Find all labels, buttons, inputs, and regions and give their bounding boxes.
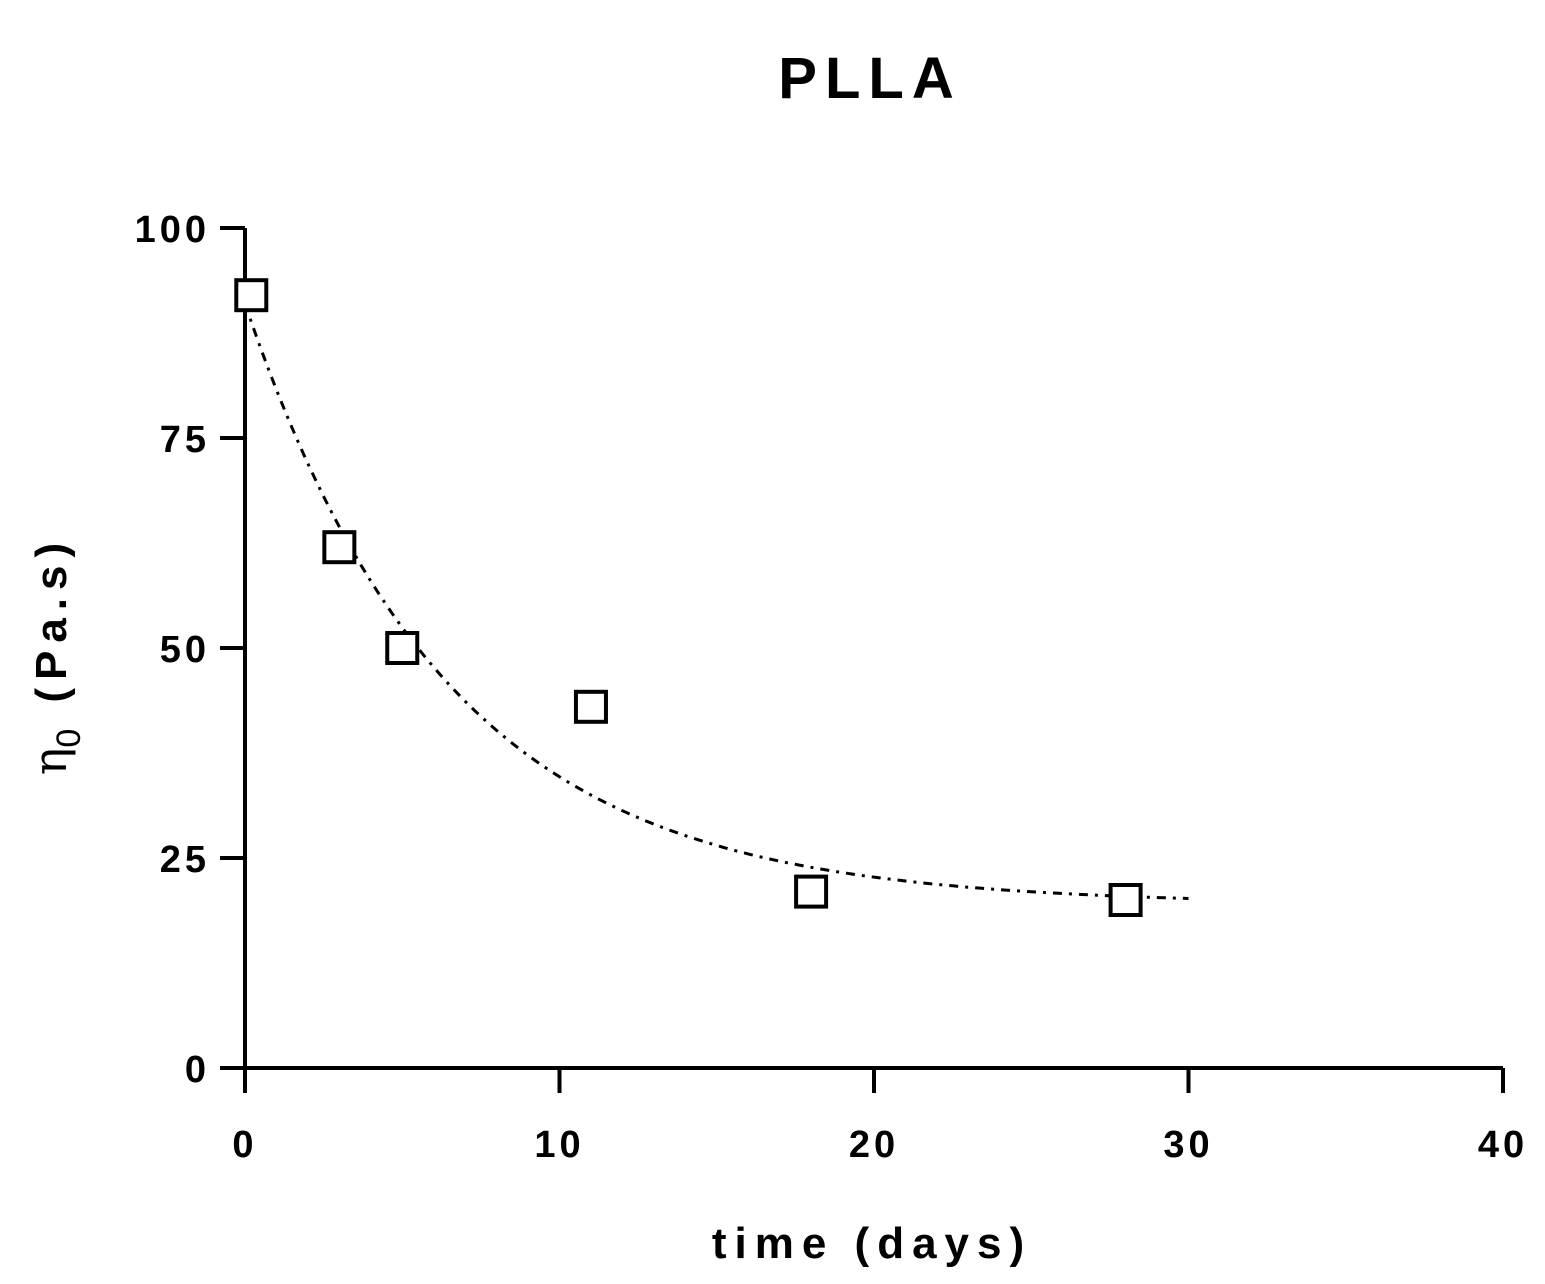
data-point-marker bbox=[322, 530, 357, 565]
x-tick-label: 30 bbox=[1163, 1124, 1213, 1166]
data-point-marker bbox=[1108, 883, 1143, 917]
y-tick-label: 0 bbox=[185, 1049, 210, 1091]
y-tick-label: 25 bbox=[160, 839, 210, 881]
y-axis-title-text: η0 (Pa.s) bbox=[23, 535, 88, 775]
y-tick-label: 75 bbox=[160, 419, 210, 461]
data-point-marker bbox=[234, 278, 269, 313]
data-point-marker bbox=[573, 689, 608, 724]
y-tick-label: 50 bbox=[160, 629, 210, 671]
y-tick-label: 100 bbox=[135, 209, 210, 251]
data-point-marker bbox=[794, 874, 829, 909]
x-axis: 0 10 20 30 40 bbox=[232, 1066, 1528, 1166]
y-ticks: 0 25 50 75 100 bbox=[135, 209, 245, 1091]
x-tick-label: 10 bbox=[534, 1124, 584, 1166]
data-point-marker bbox=[385, 631, 420, 665]
fit-curve bbox=[243, 303, 1189, 900]
y-axis-units: (Pa.s) bbox=[27, 535, 76, 703]
y-axis: 0 25 50 75 100 bbox=[135, 209, 247, 1091]
chart-title: PLLA bbox=[778, 46, 961, 111]
x-ticks: 0 10 20 30 40 bbox=[232, 1068, 1528, 1166]
y-axis-title: η0 (Pa.s) bbox=[23, 535, 88, 775]
y-axis-subscript: 0 bbox=[50, 721, 88, 748]
x-tick-label: 20 bbox=[849, 1124, 899, 1166]
x-tick-label: 0 bbox=[232, 1124, 257, 1166]
x-tick-label: 40 bbox=[1478, 1124, 1528, 1166]
x-axis-title: time (days) bbox=[712, 1219, 1032, 1268]
data-markers bbox=[234, 278, 1143, 917]
y-axis-eta-symbol: η bbox=[23, 748, 77, 776]
